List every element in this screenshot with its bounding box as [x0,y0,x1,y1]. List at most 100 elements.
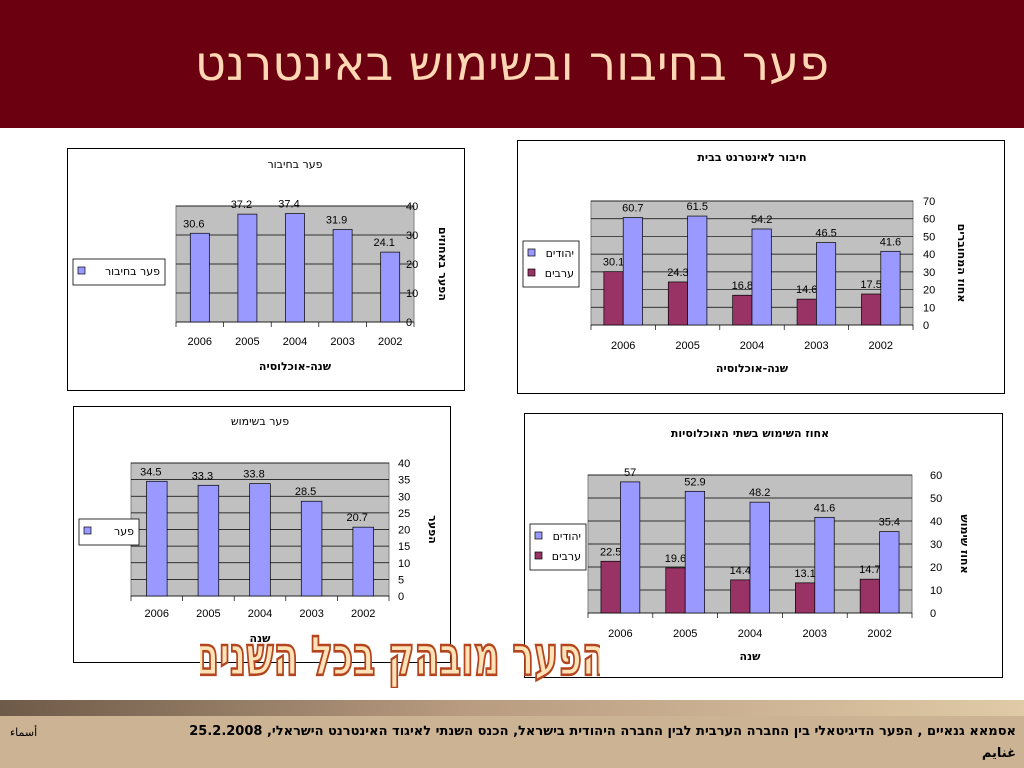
bar [667,281,688,326]
x-tick-label: 2002 [869,340,893,352]
y-tick-label: 10 [923,302,935,314]
bar [380,251,401,323]
y-tick-label: 0 [406,317,412,329]
footer-citation-tail: غنايم [981,746,1016,761]
bar [816,242,837,326]
bar [332,229,353,323]
data-label: 13.1 [794,568,815,580]
data-label: 41.6 [880,236,901,248]
bar [687,215,708,326]
y-tick-label: 50 [923,231,935,243]
y-tick-label: 40 [923,249,935,261]
x-axis-label: שנה [250,632,272,645]
legend-label: פער [114,525,134,538]
chart-gap-connection: פער בחיבור 0 10 20 30 40 2006 30.6 2005 37.2 2004 3… [67,148,465,391]
y-tick-label: 5 [398,574,404,586]
x-tick-label: 2006 [611,340,635,352]
data-label: 41.6 [814,502,835,514]
y-tick-label: 10 [406,288,418,300]
bar [197,484,220,597]
legend: יהודים ערבים [529,523,587,571]
bar [861,293,882,326]
data-label: 19.6 [665,553,686,565]
data-label: 37.4 [278,199,299,211]
legend-swatch [534,551,543,560]
bar [684,490,705,614]
y-tick-label: 25 [398,508,410,520]
y-tick-label: 15 [398,541,410,553]
data-label: 54.2 [751,214,772,226]
chart-title: אחוז השימוש בשתי האוכלוסיות [671,427,829,440]
x-tick-label: 2003 [803,628,827,640]
bar [751,228,772,326]
bar [730,579,751,614]
bar [796,298,817,326]
bar [665,567,686,614]
y-axis-label: אחוז שימוש [958,514,971,573]
significance-caption: הפער מובהק בכל השנים [200,628,600,688]
y-tick-label: 30 [930,539,942,551]
chart-home-connection: חיבור לאינטרנט בבית 0 10 20 30 40 50 60 70 2006 30… [517,140,1005,394]
x-tick-label: 2006 [608,628,632,640]
data-label: 14.6 [796,284,817,296]
chart-title: חיבור לאינטרנט בבית [697,151,806,164]
y-tick-label: 20 [398,525,410,537]
y-tick-label: 50 [930,493,942,505]
x-tick-label: 2003 [804,340,828,352]
data-label: 28.5 [295,486,316,498]
bar [732,294,753,326]
bar [622,217,643,326]
x-tick-label: 2002 [867,628,891,640]
y-tick-label: 40 [930,516,942,528]
chart-svg: פער בשימוש 0 5 10 15 20 25 30 35 40 2006 34.5 2005 33… [78,415,439,645]
x-tick-label: 2004 [248,608,272,620]
legend-swatch [527,268,536,277]
legend: פער [78,518,140,546]
x-tick-label: 2004 [738,628,762,640]
data-label: 24.1 [373,237,394,249]
data-label: 20.7 [346,512,367,524]
legend-label: יהודים [553,530,581,543]
data-label: 14.4 [730,565,751,577]
legend-swatch [527,248,536,257]
y-axis-label: הפער באחוזים [436,227,449,301]
y-tick-label: 20 [930,562,942,574]
bar [814,516,835,614]
bar [249,483,271,597]
chart-usage-both: אחוז השימוש בשתי האוכלוסיות 0 10 20 30 40 50 60… [524,413,1003,678]
y-tick-label: 20 [406,259,418,271]
data-label: 37.2 [231,199,252,211]
data-label: 17.5 [860,279,881,291]
x-axis-label: שנה [740,650,762,663]
legend-swatch [83,526,92,535]
y-tick-label: 20 [923,285,935,297]
y-axis-label: אחוז המחוברים [955,224,968,303]
x-axis-label: שנה-אוכלוסיה [259,360,332,373]
x-tick-label: 2003 [330,336,354,348]
chart-title: פער בשימוש [231,415,289,428]
y-tick-label: 30 [923,267,935,279]
x-tick-label: 2005 [196,608,220,620]
x-tick-label: 2003 [299,608,323,620]
chart-svg: אחוז השימוש בשתי האוכלוסיות 0 10 20 30 40 50 60… [529,427,971,663]
bar [352,526,374,597]
y-tick-label: 10 [930,585,942,597]
data-label: 35.4 [879,517,900,529]
chart-svg: פער בחיבור 0 10 20 30 40 2006 30.6 2005 37.2 2004 3… [72,158,449,373]
x-tick-label: 2005 [235,336,259,348]
y-tick-label: 0 [923,320,929,332]
data-label: 57 [624,467,636,479]
chart-svg: חיבור לאינטרנט בבית 0 10 20 30 40 50 60 70 2006 30… [522,151,968,375]
x-axis-label: שנה-אוכלוסיה [716,362,789,375]
x-tick-label: 2004 [283,336,307,348]
bar [285,213,305,323]
data-label: 60.7 [622,202,643,214]
bar [189,232,210,323]
x-tick-label: 2005 [675,340,699,352]
data-label: 34.5 [140,466,161,478]
bar [859,578,880,614]
slide-header: פער בחיבור ובשימוש באינטרנט [0,0,1024,128]
y-tick-label: 0 [398,591,404,603]
data-label: 14.7 [859,564,880,576]
bar [300,500,323,597]
